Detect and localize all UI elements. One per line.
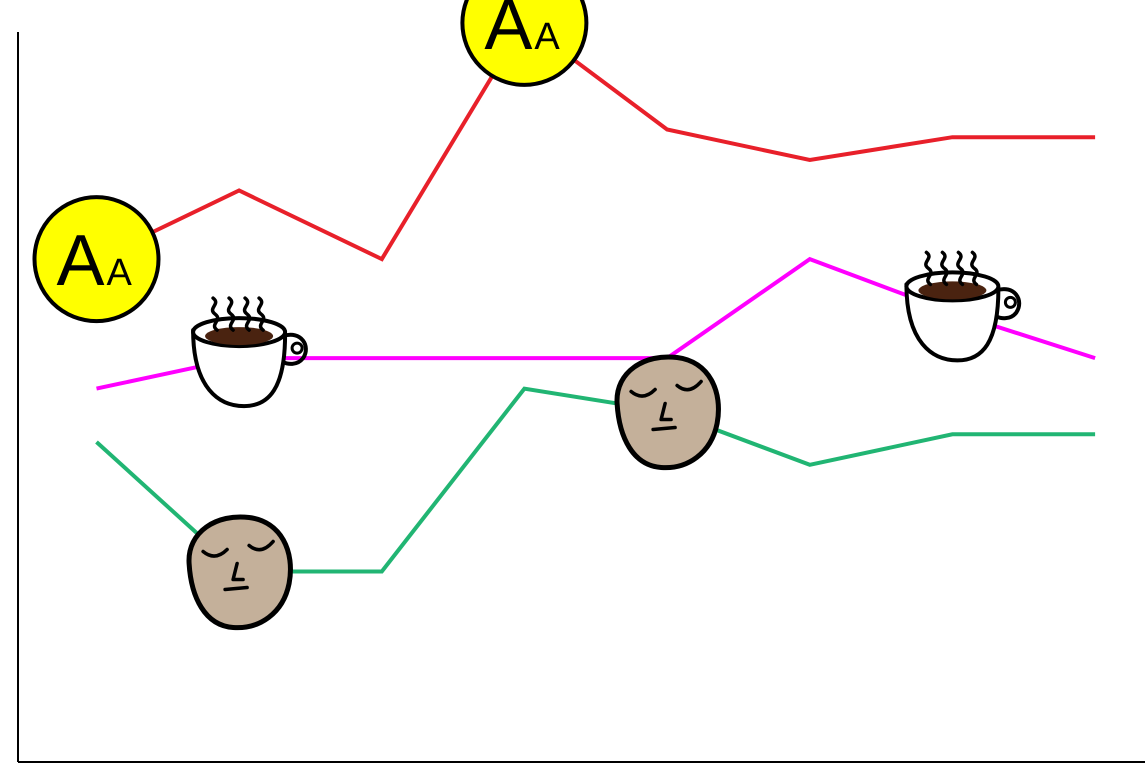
coffee-cup-icon bbox=[904, 250, 1022, 363]
coffee-cup-icon bbox=[191, 296, 308, 409]
svg-text:A: A bbox=[484, 0, 532, 65]
sleepy-face-icon bbox=[186, 514, 293, 631]
series-0-line bbox=[95, 19, 1096, 262]
svg-text:A: A bbox=[534, 16, 560, 58]
chart-axes bbox=[17, 32, 1145, 763]
series-markers: A AA A bbox=[32, 0, 1022, 631]
svg-text:A: A bbox=[107, 252, 133, 294]
sleepy-face-icon bbox=[614, 354, 721, 471]
svg-text:A: A bbox=[57, 221, 105, 301]
